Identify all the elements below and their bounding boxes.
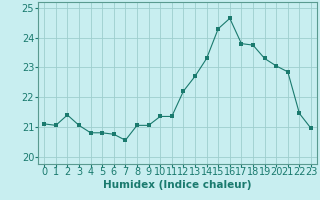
X-axis label: Humidex (Indice chaleur): Humidex (Indice chaleur) bbox=[103, 180, 252, 190]
